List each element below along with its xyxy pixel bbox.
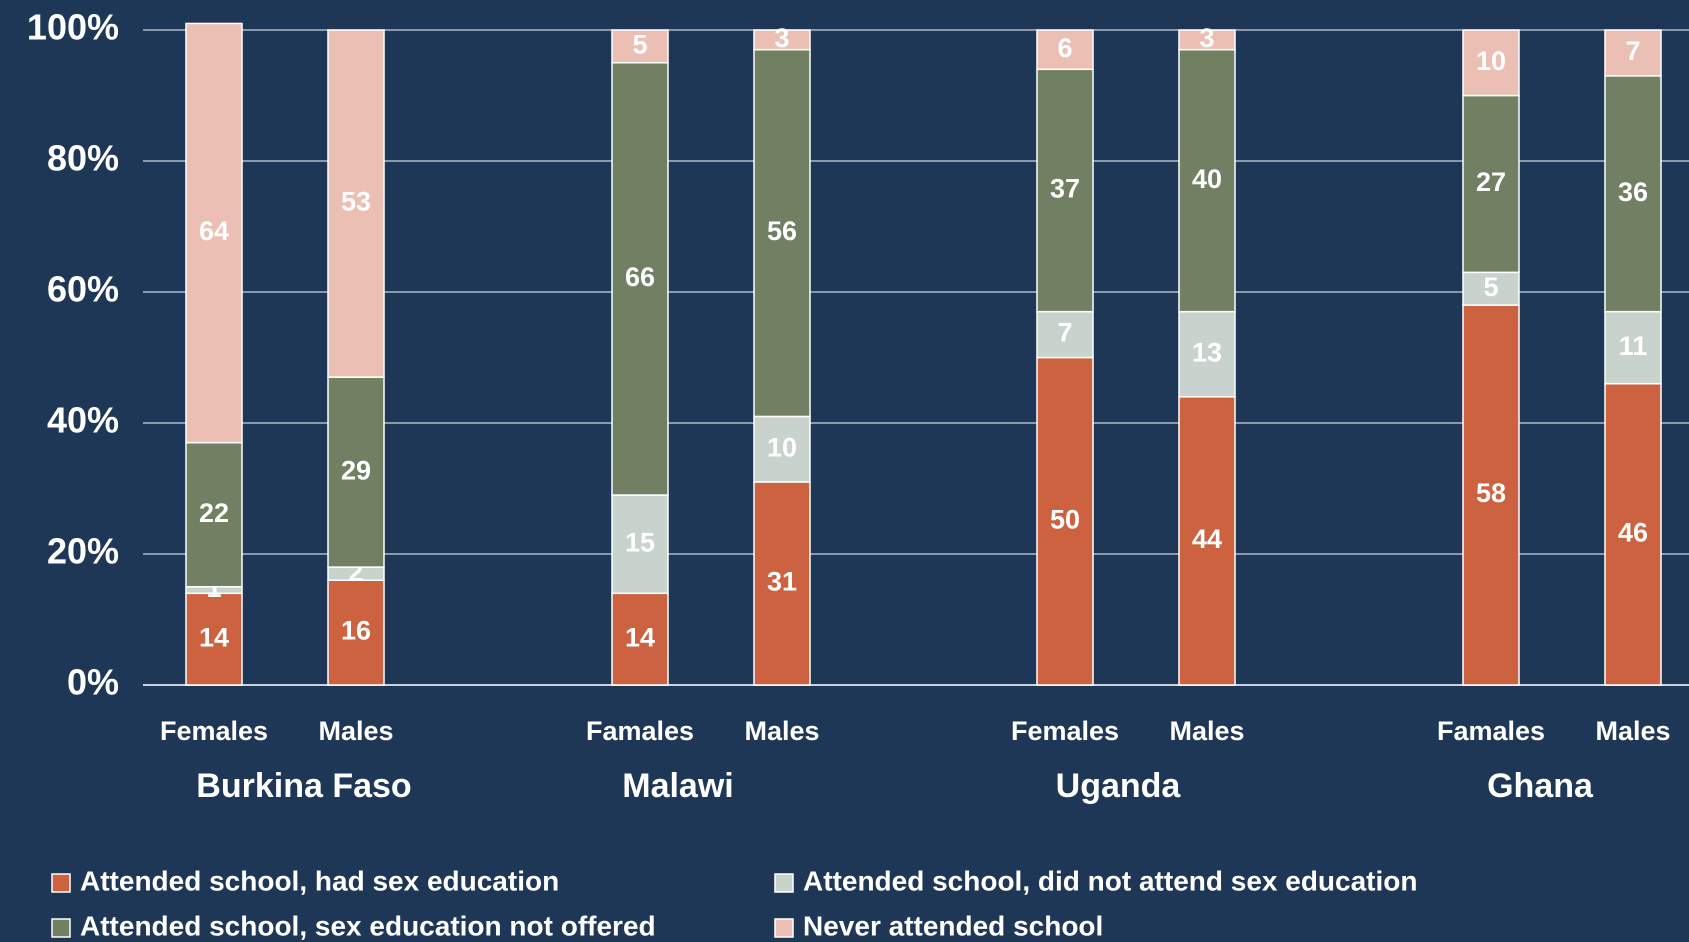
bar-segment (327, 579, 385, 686)
data-label: 13 (1192, 337, 1222, 367)
x-tick-label: Males (1169, 716, 1244, 746)
bar-segment (1036, 310, 1094, 359)
x-tick-label: Females (160, 716, 268, 746)
x-tick-label: Females (1011, 716, 1119, 746)
y-tick-label: 40% (47, 400, 119, 441)
data-label: 22 (199, 498, 229, 528)
data-label: 44 (1192, 524, 1222, 554)
bar-segment (1462, 94, 1520, 274)
x-tick-label: Males (318, 716, 393, 746)
x-tick-label: Famales (586, 716, 694, 746)
y-tick-label: 20% (47, 531, 119, 572)
bar-segment (327, 376, 385, 568)
bar-segment (1462, 29, 1520, 97)
bar-segment (327, 29, 385, 378)
data-label: 15 (625, 527, 655, 557)
legend-label: Attended school, had sex education (80, 865, 559, 896)
bar-segment (753, 48, 811, 418)
data-label: 31 (767, 567, 797, 597)
group-label: Malawi (622, 767, 733, 805)
data-label: 7 (1057, 318, 1072, 348)
group-label: Burkina Faso (196, 767, 411, 805)
bar-segment (753, 29, 811, 51)
data-label: 7 (1625, 36, 1640, 66)
bar-segment (611, 494, 669, 595)
data-label: 3 (1199, 23, 1214, 53)
y-tick-label: 60% (47, 269, 119, 310)
data-label: 14 (625, 622, 655, 652)
bar-segment (611, 62, 669, 496)
legend-swatch (774, 918, 794, 938)
data-label: 3 (774, 23, 789, 53)
bar-segment (185, 441, 243, 588)
data-label: 10 (767, 432, 797, 462)
bar-segment (611, 29, 669, 64)
y-tick-label: 0% (67, 662, 119, 703)
data-label: 66 (625, 262, 655, 292)
data-label: 5 (632, 30, 647, 60)
y-tick-label: 100% (27, 7, 119, 48)
legend-label: Never attended school (803, 910, 1103, 941)
y-tick-label: 80% (47, 138, 119, 179)
data-label: 53 (341, 187, 371, 217)
data-label: 6 (1057, 33, 1072, 63)
legend-swatch (51, 873, 71, 893)
bar-segment (1036, 68, 1094, 313)
bar-segment (1036, 356, 1094, 686)
data-label: 64 (199, 216, 229, 246)
data-label: 14 (199, 622, 229, 652)
data-label: 11 (1619, 331, 1648, 361)
bar-segment (1604, 310, 1662, 385)
data-label: 40 (1192, 164, 1222, 194)
legend-label: Attended school, sex education not offer… (80, 910, 656, 941)
data-label: 10 (1476, 46, 1506, 76)
data-label: 46 (1618, 517, 1648, 547)
bar-segment (185, 592, 243, 686)
bar-segment (185, 22, 243, 444)
bar-segment (1178, 396, 1236, 686)
legend-swatch (51, 918, 71, 938)
bar-segment (1604, 29, 1662, 77)
data-label: 16 (341, 616, 371, 646)
data-label: 58 (1476, 478, 1506, 508)
data-label: 50 (1050, 504, 1080, 534)
data-label: 56 (767, 216, 797, 246)
x-tick-label: Famales (1437, 716, 1545, 746)
bar-segment (1604, 75, 1662, 313)
data-label: 36 (1618, 177, 1648, 207)
legend-swatch (774, 873, 794, 893)
group-label: Ghana (1487, 767, 1594, 805)
group-label: Uganda (1056, 767, 1182, 805)
bar-segment (1036, 29, 1094, 71)
bar-segment (753, 415, 811, 483)
data-label: 27 (1476, 167, 1506, 197)
data-label: 5 (1483, 272, 1498, 302)
data-label: 29 (341, 455, 371, 485)
bar-segment (1178, 48, 1236, 313)
bar-segment (1604, 382, 1662, 686)
bar-segment (1462, 271, 1520, 306)
legend-label: Attended school, did not attend sex educ… (803, 865, 1417, 896)
x-tick-label: Males (1595, 716, 1670, 746)
bar-segment (1178, 310, 1236, 398)
data-label: 37 (1050, 174, 1080, 204)
x-tick-label: Males (744, 716, 819, 746)
bar-segment (1178, 29, 1236, 51)
